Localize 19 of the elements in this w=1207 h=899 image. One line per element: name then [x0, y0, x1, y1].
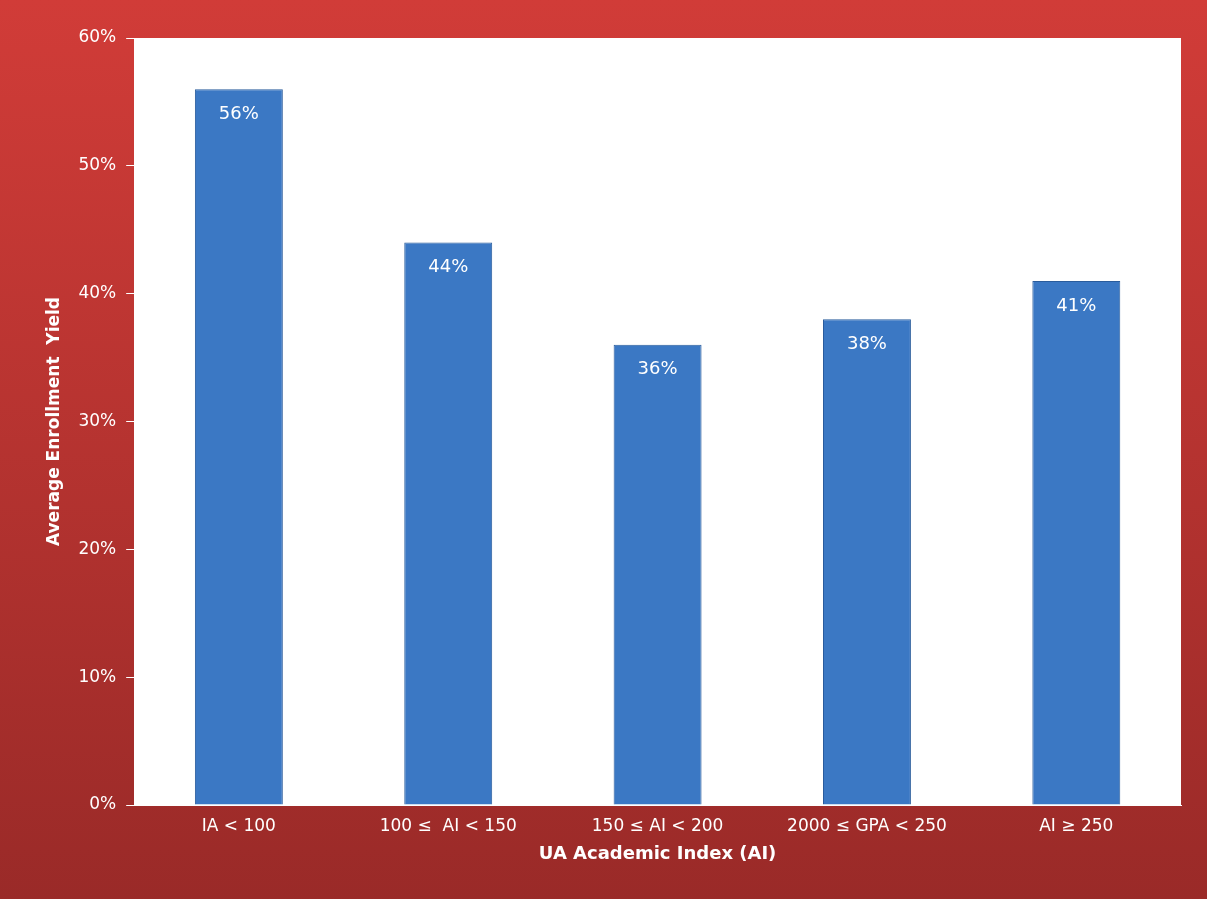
y-tick-label: 0% [89, 793, 117, 814]
x-tick-label: 150 ≤ AI < 200 [591, 814, 724, 835]
y-tick-label: 40% [78, 282, 117, 303]
x-tick-label: IA < 100 [201, 814, 276, 835]
x-tick-label: 2000 ≤ GPA < 250 [787, 814, 947, 835]
data-label: 56% [218, 101, 259, 123]
x-tick-label: 100 ≤ AI < 150 [379, 814, 517, 835]
y-tick-label: 50% [78, 154, 117, 175]
y-tick-label: 10% [78, 665, 117, 686]
x-axis-title: UA Academic Index (AI) [538, 841, 777, 863]
data-label: 41% [1056, 293, 1097, 315]
y-axis-title: Average Enrollment Yield [42, 296, 63, 547]
data-label: 36% [637, 357, 678, 379]
data-label: 44% [428, 255, 469, 277]
y-tick-label: 20% [78, 537, 117, 558]
y-tick-label: 30% [78, 409, 117, 430]
data-label: 38% [846, 331, 887, 353]
y-tick-label: 60% [78, 26, 117, 47]
x-tick-label: AI ≥ 250 [1039, 814, 1114, 835]
